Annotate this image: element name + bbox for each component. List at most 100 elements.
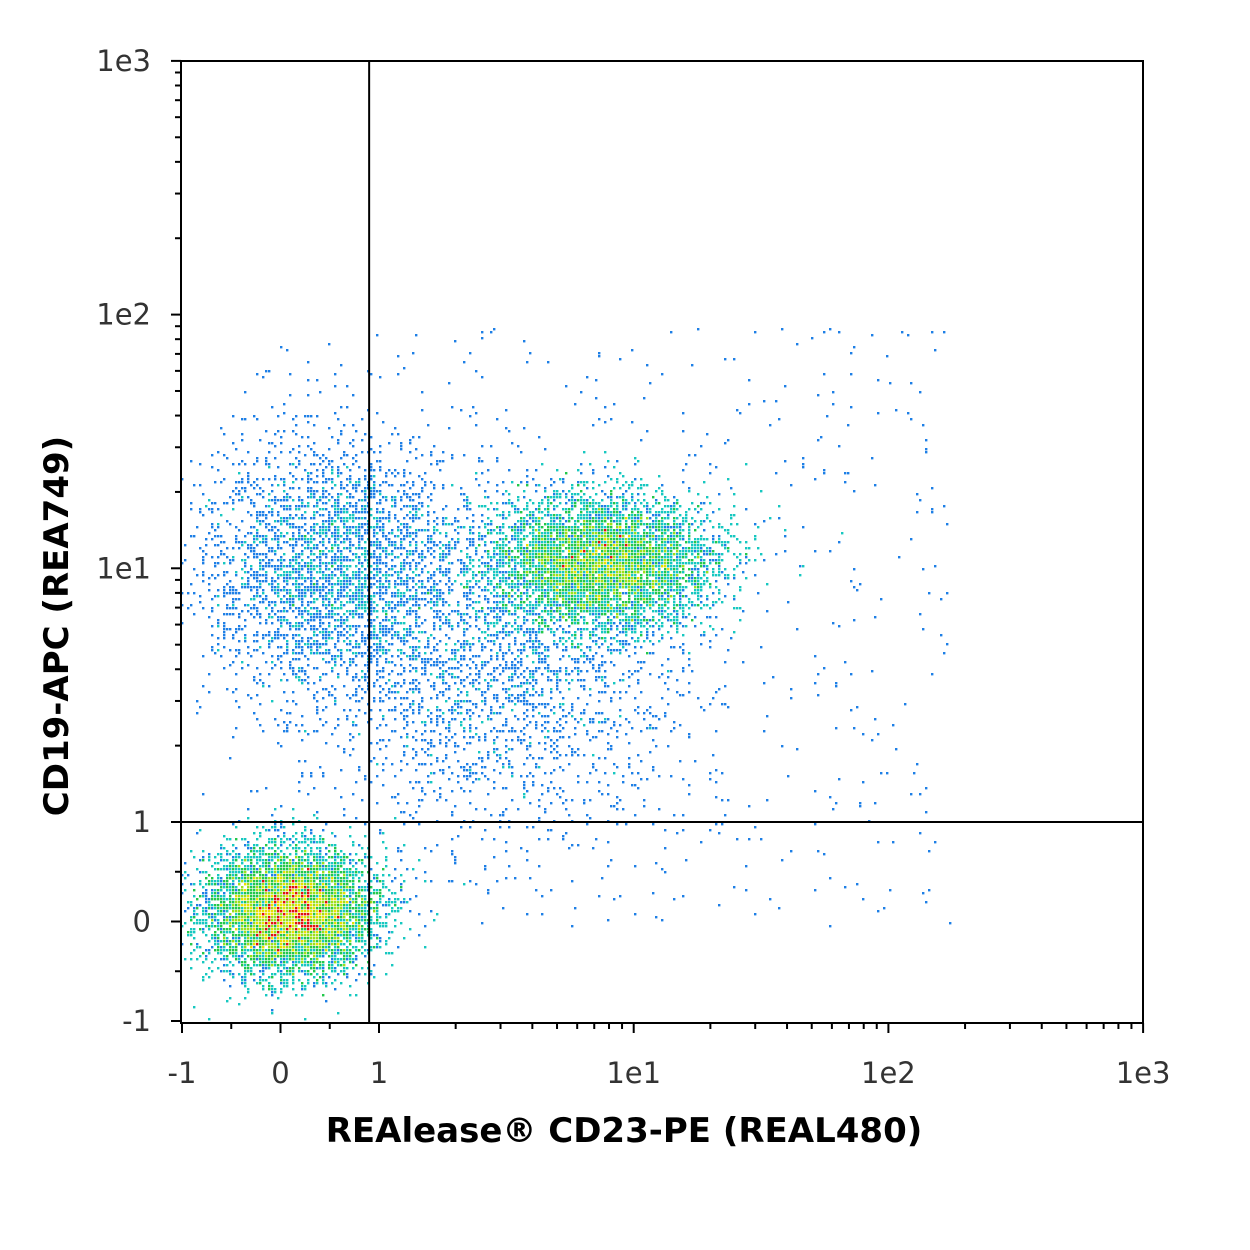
event-dot — [382, 550, 385, 553]
event-dot — [592, 511, 595, 514]
event-dot — [442, 598, 445, 601]
event-dot — [421, 409, 424, 412]
event-dot — [811, 337, 814, 340]
event-dot — [442, 487, 445, 490]
event-dot — [574, 559, 577, 562]
event-dot — [349, 550, 352, 553]
event-dot — [217, 562, 220, 565]
event-dot — [364, 517, 367, 520]
event-dot — [646, 583, 649, 586]
event-dot — [577, 499, 580, 502]
event-dot — [373, 490, 376, 493]
event-dot — [733, 535, 736, 538]
event-dot — [679, 523, 682, 526]
event-dot — [400, 580, 403, 583]
event-dot — [283, 607, 286, 610]
event-dot — [400, 544, 403, 547]
event-dot — [589, 601, 592, 604]
event-dot — [250, 502, 253, 505]
event-dot — [259, 541, 262, 544]
event-dot — [268, 466, 271, 469]
event-dot — [364, 541, 367, 544]
event-dot — [412, 484, 415, 487]
event-dot — [526, 598, 529, 601]
event-dot — [625, 616, 628, 619]
event-dot — [601, 595, 604, 598]
event-dot — [667, 616, 670, 619]
event-dot — [289, 463, 292, 466]
event-dot — [481, 571, 484, 574]
event-dot — [343, 538, 346, 541]
event-dot — [625, 547, 628, 550]
event-dot — [718, 493, 721, 496]
event-dot — [586, 505, 589, 508]
event-dot — [622, 583, 625, 586]
event-dot — [385, 625, 388, 628]
event-dot — [310, 538, 313, 541]
event-dot — [397, 592, 400, 595]
event-dot — [220, 550, 223, 553]
event-dot — [556, 610, 559, 613]
event-dot — [307, 481, 310, 484]
event-dot — [610, 523, 613, 526]
event-dot — [556, 619, 559, 622]
event-dot — [583, 568, 586, 571]
event-dot — [529, 613, 532, 616]
event-dot — [667, 571, 670, 574]
event-dot — [208, 532, 211, 535]
event-dot — [739, 619, 742, 622]
event-dot — [352, 517, 355, 520]
event-dot — [481, 337, 484, 340]
event-dot — [406, 550, 409, 553]
event-dot — [514, 577, 517, 580]
event-dot — [487, 571, 490, 574]
event-dot — [511, 481, 514, 484]
event-dot — [247, 604, 250, 607]
event-dot — [211, 526, 214, 529]
event-dot — [268, 370, 271, 373]
event-dot — [334, 574, 337, 577]
event-dot — [676, 619, 679, 622]
event-dot — [283, 580, 286, 583]
event-dot — [277, 574, 280, 577]
event-dot — [418, 580, 421, 583]
event-dot — [661, 529, 664, 532]
event-dot — [556, 568, 559, 571]
event-dot — [616, 517, 619, 520]
event-dot — [643, 505, 646, 508]
event-dot — [583, 451, 586, 454]
event-dot — [328, 568, 331, 571]
event-dot — [283, 508, 286, 511]
event-dot — [661, 613, 664, 616]
event-dot — [571, 535, 574, 538]
event-dot — [637, 562, 640, 565]
event-dot — [292, 565, 295, 568]
event-dot — [547, 496, 550, 499]
event-dot — [616, 496, 619, 499]
event-dot — [685, 625, 688, 628]
event-dot — [655, 544, 658, 547]
event-dot — [571, 550, 574, 553]
event-dot — [247, 583, 250, 586]
event-dot — [490, 331, 493, 334]
event-dot — [577, 589, 580, 592]
event-dot — [445, 523, 448, 526]
event-dot — [598, 517, 601, 520]
event-dot — [304, 547, 307, 550]
event-dot — [328, 616, 331, 619]
event-dot — [586, 526, 589, 529]
event-dot — [370, 595, 373, 598]
event-dot — [256, 418, 259, 421]
event-dot — [682, 517, 685, 520]
event-dot — [244, 583, 247, 586]
event-dot — [613, 550, 616, 553]
event-dot — [538, 526, 541, 529]
event-dot — [445, 574, 448, 577]
event-dot — [535, 520, 538, 523]
event-dot — [553, 544, 556, 547]
event-dot — [187, 607, 190, 610]
event-dot — [637, 499, 640, 502]
event-dot — [619, 592, 622, 595]
event-dot — [775, 472, 778, 475]
event-dot — [694, 547, 697, 550]
